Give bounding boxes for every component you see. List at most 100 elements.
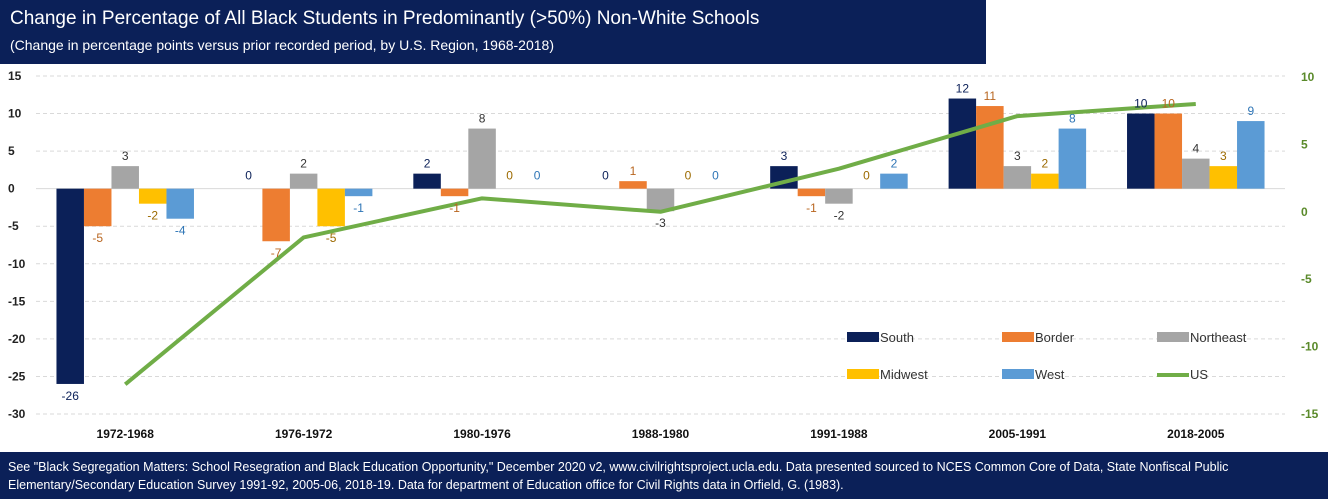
data-label: 8 [1069,112,1076,126]
bar [317,188,345,227]
bar [468,128,496,189]
data-label: -2 [834,209,845,223]
bar [1127,113,1155,189]
bar [1058,128,1087,189]
data-label: 3 [1220,149,1227,163]
data-labels: -26 0 2 0 3 12 10 -5 -7 -1 1 -1 11 10 3 2 8 -3 -2 3 4 -2 -5 0 0 0… [62,82,1255,403]
data-label: 11 [984,89,997,103]
data-label: -4 [175,224,186,238]
bar [413,173,441,189]
data-label: 12 [956,82,970,96]
bar [976,106,1004,189]
data-label: 4 [1192,142,1199,156]
y-tick-label: 5 [8,144,15,158]
legend-label: Midwest [880,367,928,382]
x-tick-label: 1972-1968 [97,427,155,441]
bar [948,98,977,189]
legend-swatch [847,369,879,379]
y2-tick-label: -5 [1301,272,1312,286]
data-label: -5 [92,231,103,245]
y2-tick-label: 5 [1301,137,1308,151]
x-tick-label: 1980-1976 [453,427,511,441]
data-label: -1 [353,201,364,215]
x-tick-label: 1991-1988 [810,427,868,441]
source-note: See "Black Segregation Matters: School R… [8,460,1229,492]
y-tick-label: -15 [8,294,26,308]
gridlines [36,75,1285,415]
data-label: 2 [300,157,307,171]
data-label: 2 [1042,157,1049,171]
bar [83,188,112,227]
bar [440,188,469,197]
data-label: 0 [245,169,252,183]
x-tick-label: 1988-1980 [632,427,690,441]
bar [289,173,318,189]
x-tick-label: 2018-2005 [1167,427,1225,441]
data-label: 0 [685,169,692,183]
x-tick-label: 1976-1972 [275,427,333,441]
y-tick-label: -20 [8,332,26,346]
y-tick-label: -10 [8,257,26,271]
bar [646,188,675,212]
y2-tick-label: -15 [1301,407,1319,421]
y-tick-label: -30 [8,407,26,421]
bar [1031,173,1059,189]
source-footer: See "Black Segregation Matters: School R… [0,452,1328,499]
bar [262,188,290,242]
y-tick-label: 15 [8,69,22,83]
bar [1003,166,1032,189]
bar [166,188,194,219]
data-label: 2 [424,157,431,171]
data-label: 10 [1134,97,1148,111]
chart-subtitle: (Change in percentage points versus prio… [10,37,554,53]
y-tick-label: -25 [8,369,26,383]
bar [138,188,167,204]
legend-label: Northeast [1190,330,1247,345]
legend: South Border Northeast Midwest West US [847,330,1247,382]
chart-plot: -26 0 2 0 3 12 10 -5 -7 -1 1 -1 11 10 3 2 8 -3 -2 3 4 -2 -5 0 0 0… [8,69,1319,441]
bars [56,98,1265,384]
y2-tick-label: 10 [1301,70,1315,84]
bar [1182,158,1210,189]
data-label: 0 [602,169,609,183]
data-label: -1 [806,201,817,215]
legend-swatch [847,332,879,342]
data-label: 9 [1247,104,1254,118]
legend-label: Border [1035,330,1075,345]
data-label: 1 [630,164,637,178]
legend-swatch [1002,369,1034,379]
data-label: 2 [891,157,898,171]
y-tick-label: 10 [8,107,22,121]
y-tick-label: 0 [8,182,15,196]
bar [56,188,84,384]
us-series-line [123,101,1196,386]
data-label: 0 [863,169,870,183]
bar [825,188,853,204]
legend-swatch [1157,332,1189,342]
data-label: 3 [781,149,788,163]
legend-label: US [1190,367,1208,382]
data-label: 3 [1014,149,1021,163]
bar [880,173,908,189]
legend-label: West [1035,367,1065,382]
us-line [123,101,1196,386]
data-label: 10 [1162,97,1176,111]
data-label: -7 [271,246,282,260]
data-label: 0 [712,169,719,183]
data-label: -1 [449,201,460,215]
data-label: 8 [479,112,486,126]
y-tick-label: -5 [8,219,19,233]
y2-tick-label: 0 [1301,205,1308,219]
data-label: -2 [147,209,158,223]
data-label: 0 [506,169,513,183]
data-label: 0 [534,169,541,183]
bar [619,181,647,189]
bar [1237,121,1265,189]
axes: 151050-5-10-15-20-25-301050-5-10-151972-… [8,69,1319,441]
data-label: 3 [122,149,129,163]
x-tick-label: 2005-1991 [989,427,1047,441]
bar [1154,113,1183,189]
bar [344,188,373,197]
data-label: -5 [326,231,337,245]
chart-title: Change in Percentage of All Black Studen… [10,8,760,29]
